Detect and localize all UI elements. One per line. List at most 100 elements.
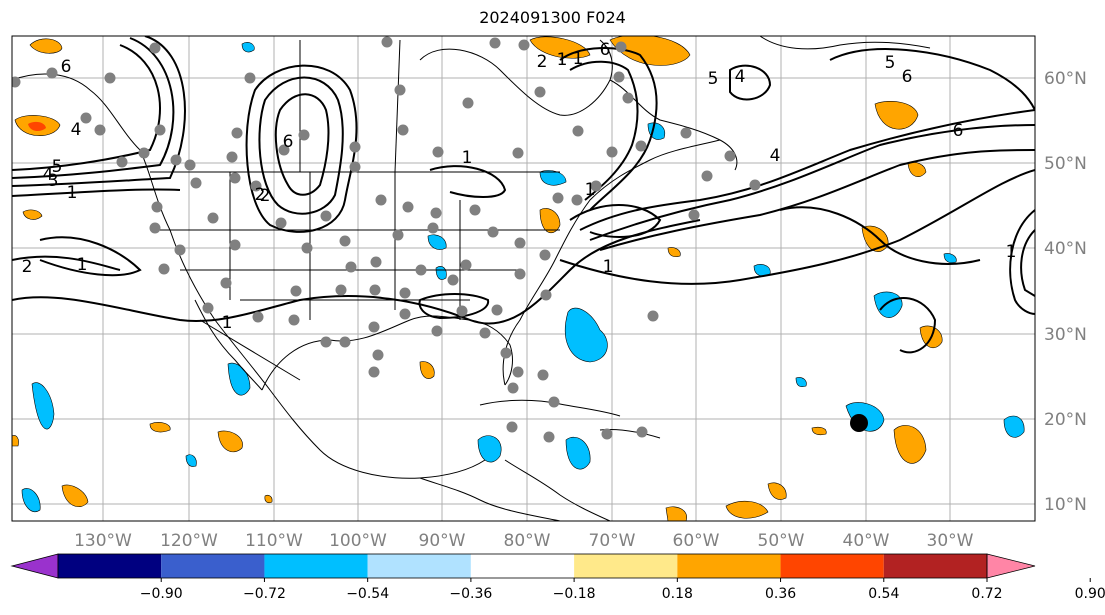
contour-label: 4 <box>71 120 82 140</box>
contour-label: 5 <box>52 157 63 177</box>
longitude-label: 80°W <box>504 531 551 551</box>
station-dot <box>489 37 501 49</box>
station-dot <box>399 287 411 299</box>
colorbar-tick-label: 0.18 <box>662 586 693 602</box>
station-dot <box>288 314 300 326</box>
colorbar-tick-label: −0.90 <box>140 586 183 602</box>
station-dot <box>46 67 58 79</box>
station-dot <box>94 124 106 136</box>
longitude-label: 110°W <box>245 531 303 551</box>
station-dot <box>244 72 256 84</box>
station-dot <box>394 84 406 96</box>
station-dot <box>151 201 163 213</box>
station-dot <box>399 308 411 320</box>
station-dot <box>158 263 170 275</box>
station-dot <box>606 146 618 158</box>
positive-anomaly-patch <box>893 425 927 464</box>
colorbar-segment <box>58 554 162 578</box>
station-dot <box>427 222 439 234</box>
station-dot <box>540 289 552 301</box>
contour-label: 1 <box>77 255 88 275</box>
colorbar-tick-label: −0.18 <box>553 586 596 602</box>
graticule <box>12 36 1035 521</box>
contour-label: 1 <box>67 183 78 203</box>
colorbar-tick-label: −0.54 <box>346 586 389 602</box>
station-dot <box>345 261 357 273</box>
negative-anomaly-patch <box>565 436 591 470</box>
contour-label: 4 <box>43 165 54 185</box>
station-dot <box>601 428 613 440</box>
positive-anomaly-patch <box>12 435 19 447</box>
contour-label: 1 <box>573 49 584 69</box>
negative-anomaly-patch <box>185 454 197 467</box>
latitude-label: 40°N <box>1044 239 1087 259</box>
station-dot <box>572 125 584 137</box>
positive-anomaly-patch <box>29 38 63 54</box>
station-dot <box>571 194 583 206</box>
colorbar-segment <box>574 554 678 578</box>
station-dot <box>339 336 351 348</box>
latitude-labels: 60°N 50°N 40°N 30°N 20°N 10°N <box>1044 69 1087 515</box>
station-dot <box>613 71 625 83</box>
longitude-label: 50°W <box>758 531 805 551</box>
longitude-label: 130°W <box>74 531 132 551</box>
station-dot <box>231 127 243 139</box>
station-dot <box>397 124 409 136</box>
station-dot <box>636 426 648 438</box>
colorbar-segment <box>677 554 781 578</box>
station-dot <box>432 146 444 158</box>
negative-anomaly-patch <box>795 377 807 388</box>
station-dot <box>680 127 692 139</box>
negative-anomaly-patch <box>21 488 41 512</box>
negative-anomaly-patch <box>943 253 957 264</box>
contour-label: 1 <box>603 257 614 277</box>
station-dot <box>298 129 310 141</box>
station-dot <box>543 431 555 443</box>
negative-anomaly-patch <box>31 382 55 430</box>
map-frame <box>11 35 1036 522</box>
station-dot <box>229 172 241 184</box>
longitude-label: 30°W <box>927 531 974 551</box>
colorbar-tick-label: 0.54 <box>868 586 899 602</box>
station-dot <box>190 177 202 189</box>
positive-anomaly-patch <box>874 101 919 130</box>
station-dot <box>149 222 161 234</box>
station-dot <box>688 209 700 221</box>
station-dot <box>635 140 647 152</box>
longitude-label: 90°W <box>419 531 466 551</box>
station-dot <box>479 327 491 339</box>
station-dot <box>226 151 238 163</box>
colorbar-segment <box>780 554 884 578</box>
station-dot <box>349 141 361 153</box>
station-dot <box>290 285 302 297</box>
colorbar: −0.90 −0.72 −0.54 −0.36 −0.18 0.18 0.36 0.54 0.7… <box>10 553 1105 602</box>
colorbar-segment <box>470 554 575 578</box>
map-title: 2024091300 F024 <box>479 8 626 27</box>
station-dot <box>202 302 214 314</box>
positive-anomaly-patch <box>665 506 687 521</box>
station-dot <box>456 305 468 317</box>
station-dot <box>375 194 387 206</box>
station-dot <box>339 235 351 247</box>
station-dot <box>590 180 602 192</box>
station-dot <box>116 156 128 168</box>
station-dot <box>368 321 380 333</box>
station-dot <box>220 277 232 289</box>
station-dot <box>335 284 347 296</box>
map-content <box>12 36 1035 521</box>
station-dot <box>430 207 442 219</box>
colorbar-segment <box>161 554 265 578</box>
contour-label: 5 <box>708 69 719 89</box>
colorbar-tick-label: 0.72 <box>971 586 1002 602</box>
station-dot <box>500 347 512 359</box>
station-dot <box>12 76 21 88</box>
negative-anomaly-patch <box>427 234 447 250</box>
contour-label: 3 <box>48 171 59 191</box>
longitude-label: 100°W <box>329 531 387 551</box>
storm-center-marker <box>850 414 868 432</box>
station-dot <box>552 192 564 204</box>
contour-lines <box>12 36 1035 354</box>
colorbar-tick-label: −0.36 <box>449 586 492 602</box>
negative-anomaly-patch <box>564 307 608 363</box>
station-dot <box>447 274 459 286</box>
